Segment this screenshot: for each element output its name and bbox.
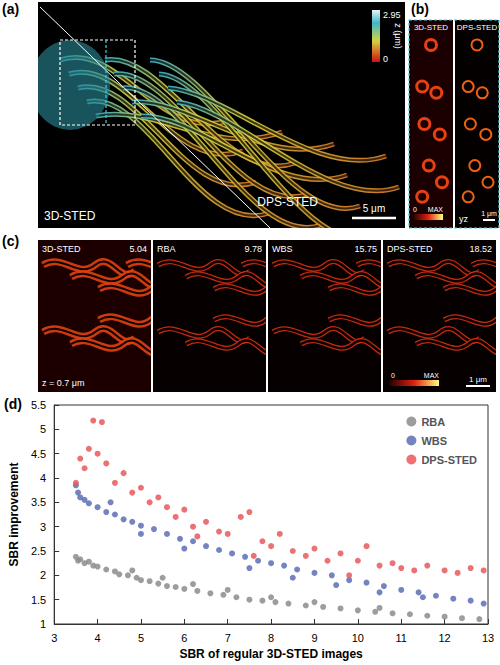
svg-text:1: 1 <box>40 618 46 630</box>
svg-text:0: 0 <box>391 372 395 379</box>
svg-text:yz: yz <box>459 214 469 224</box>
svg-text:z (μm): z (μm) <box>393 23 403 49</box>
svg-text:13: 13 <box>482 632 494 644</box>
svg-text:8: 8 <box>268 632 274 644</box>
svg-text:1 μm: 1 μm <box>481 210 497 218</box>
svg-text:DPS-STED: DPS-STED <box>457 23 498 32</box>
svg-text:3D-STED: 3D-STED <box>414 23 448 32</box>
svg-text:12: 12 <box>438 632 450 644</box>
svg-text:5: 5 <box>138 632 144 644</box>
svg-text:WBS: WBS <box>272 244 293 254</box>
svg-text:11: 11 <box>396 632 407 644</box>
svg-text:7: 7 <box>225 632 231 644</box>
svg-text:SBR of regular 3D-STED images: SBR of regular 3D-STED images <box>179 647 363 661</box>
svg-text:DPS-STED: DPS-STED <box>387 244 433 254</box>
svg-text:9.78: 9.78 <box>244 244 262 254</box>
svg-text:0: 0 <box>383 54 388 64</box>
svg-text:6: 6 <box>181 632 187 644</box>
svg-text:(a): (a) <box>2 1 19 17</box>
svg-text:RBA: RBA <box>157 244 176 254</box>
svg-text:5.04: 5.04 <box>129 244 147 254</box>
svg-text:MAX: MAX <box>428 206 444 213</box>
svg-text:DPS-STED: DPS-STED <box>257 195 318 209</box>
svg-text:3: 3 <box>40 521 46 533</box>
svg-text:RBA: RBA <box>421 416 445 428</box>
svg-text:z = 0.7 μm: z = 0.7 μm <box>42 378 84 388</box>
svg-text:1 μm: 1 μm <box>469 375 487 384</box>
svg-text:0: 0 <box>413 206 417 213</box>
svg-text:5 μm: 5 μm <box>363 203 385 214</box>
svg-text:18.52: 18.52 <box>469 244 492 254</box>
svg-text:3D-STED: 3D-STED <box>44 209 96 223</box>
svg-text:9: 9 <box>311 632 317 644</box>
svg-text:5.5: 5.5 <box>31 399 46 411</box>
svg-text:10: 10 <box>352 632 364 644</box>
svg-text:3.5: 3.5 <box>31 496 46 508</box>
svg-text:DPS-STED: DPS-STED <box>421 454 477 466</box>
svg-text:(c): (c) <box>2 233 19 249</box>
svg-text:(b): (b) <box>411 1 429 17</box>
svg-text:3: 3 <box>51 632 57 644</box>
svg-text:1.5: 1.5 <box>31 594 46 606</box>
svg-text:MAX: MAX <box>424 372 440 379</box>
svg-text:WBS: WBS <box>421 435 447 447</box>
svg-text:3D-STED: 3D-STED <box>42 244 81 254</box>
svg-text:4: 4 <box>40 472 46 484</box>
svg-text:2: 2 <box>40 569 46 581</box>
svg-text:2.5: 2.5 <box>31 545 46 557</box>
svg-text:2.95: 2.95 <box>383 10 401 20</box>
svg-text:4.5: 4.5 <box>31 448 46 460</box>
svg-text:15.75: 15.75 <box>354 244 377 254</box>
svg-text:SBR improvement: SBR improvement <box>7 462 21 566</box>
svg-text:5: 5 <box>40 423 46 435</box>
svg-text:4: 4 <box>95 632 101 644</box>
html-text:(d): (d) <box>4 396 22 412</box>
